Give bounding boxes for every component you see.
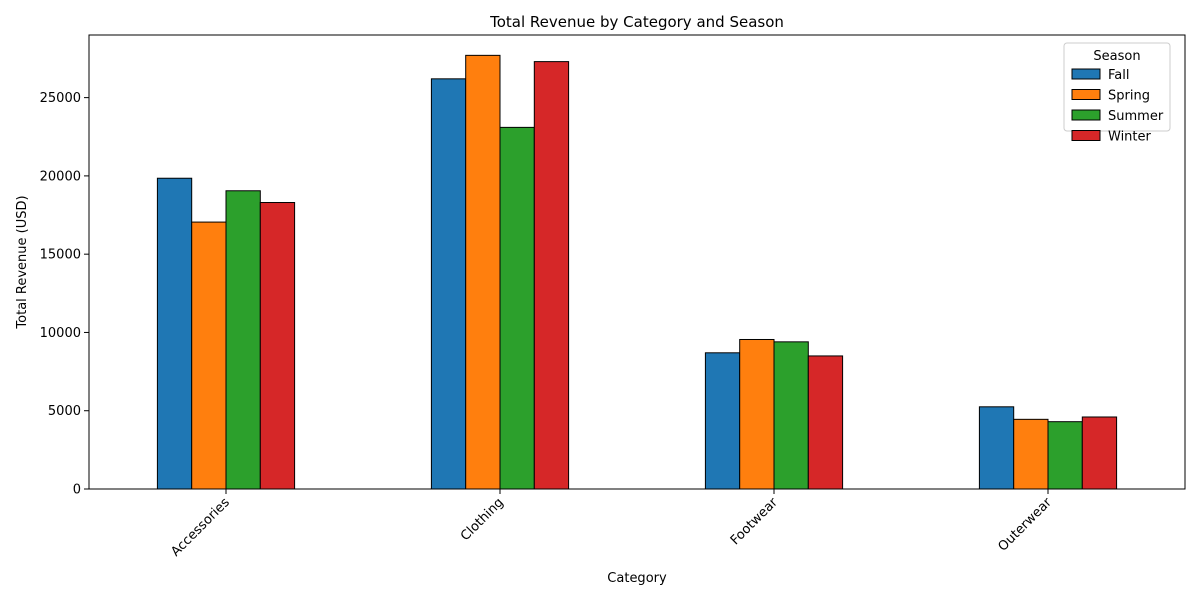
bar-clothing-winter xyxy=(533,61,570,490)
chart-title: Total Revenue by Category and Season xyxy=(489,13,784,31)
legend-swatch-summer xyxy=(1071,109,1101,121)
bar-footwear-spring xyxy=(739,338,775,490)
y-tick-label: 10000 xyxy=(40,326,81,341)
bar-clothing-spring xyxy=(465,54,501,490)
bar-footwear-summer xyxy=(773,341,809,490)
bar-outerwear-summer xyxy=(1047,421,1083,490)
y-axis-title: Total Revenue (USD) xyxy=(15,195,30,329)
legend-title: Season xyxy=(1093,49,1140,64)
legend-swatch-spring xyxy=(1071,89,1101,100)
x-tick-label: Accessories xyxy=(168,495,233,560)
bar-clothing-summer xyxy=(499,126,535,490)
bar-accessories-spring xyxy=(191,221,227,490)
bar-outerwear-winter xyxy=(1081,416,1118,490)
x-tick-label: Clothing xyxy=(458,495,507,544)
legend-swatch-fall xyxy=(1071,68,1101,80)
bars-layer xyxy=(156,54,1118,490)
legend-label-summer: Summer xyxy=(1108,109,1164,124)
bar-accessories-fall xyxy=(156,177,193,490)
legend-box xyxy=(1063,42,1171,132)
plot-frame xyxy=(88,34,1186,490)
y-tick-label: 5000 xyxy=(48,404,81,419)
bar-accessories-winter xyxy=(259,202,296,490)
bar-accessories-summer xyxy=(225,190,261,490)
y-tick-label: 0 xyxy=(73,483,81,498)
legend-label-winter: Winter xyxy=(1108,130,1152,145)
x-axis-title: Category xyxy=(607,571,667,586)
legend: Season Fall Spring Summer Winter xyxy=(1063,42,1171,145)
bar-outerwear-fall xyxy=(978,406,1015,490)
bar-footwear-fall xyxy=(704,352,741,490)
legend-label-fall: Fall xyxy=(1108,68,1129,83)
bar-clothing-fall xyxy=(430,78,467,490)
bar-outerwear-spring xyxy=(1013,418,1049,490)
bar-footwear-winter xyxy=(807,355,844,490)
y-tick-label: 15000 xyxy=(40,248,81,263)
legend-label-spring: Spring xyxy=(1108,89,1150,104)
legend-swatch-winter xyxy=(1071,130,1101,141)
y-tick-label: 20000 xyxy=(40,169,81,184)
y-tick-label: 25000 xyxy=(40,91,81,106)
x-tick-label: Footwear xyxy=(728,495,781,548)
x-tick-label: Outerwear xyxy=(996,495,1056,555)
